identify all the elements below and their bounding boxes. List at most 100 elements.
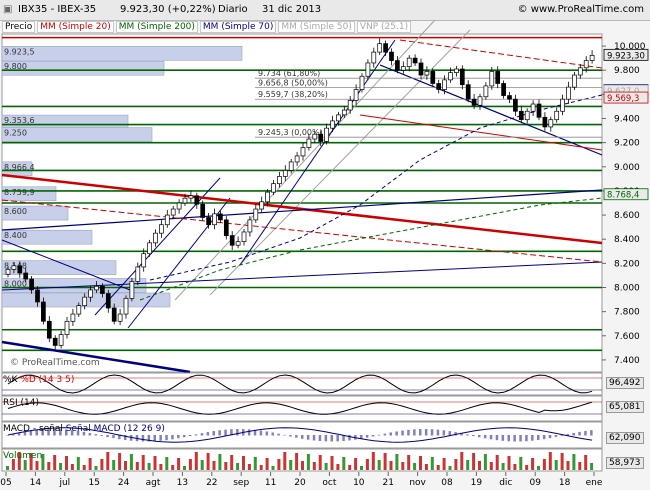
legend-price[interactable]: Precio [2,21,36,33]
volume-bar [259,465,263,470]
candle-body [436,83,442,90]
volume-bar [171,465,175,470]
volume-bar [507,456,511,470]
volume-bar [489,462,493,470]
volume-bar [141,455,145,470]
legend-sma-20[interactable]: MM (Simple 20) [37,21,114,33]
volume-bar [159,464,163,470]
candle-body [282,170,288,177]
macd-bar [188,435,192,436]
volume-bar [525,465,529,470]
candle-body [501,83,506,96]
volume-bar [430,457,434,470]
volume-bar [478,461,481,470]
macd-bar [413,429,416,436]
expand-icon[interactable]: ▣ [3,4,13,15]
volume-bar [365,459,369,470]
volume-bar [253,457,257,470]
y-tick-label: 9.800 [614,66,640,76]
legend-sma-70[interactable]: MM (Simple 70) [199,21,277,33]
fib-label: 9.245,3 (0,00%) [258,128,323,137]
volume-bar [560,453,564,470]
volume-bar [306,454,310,470]
candle-body [182,197,188,204]
volume-profile-label: 9.800 [4,62,27,71]
macd-bar [525,435,528,442]
macd-bar [165,435,168,441]
macd-bar [289,435,292,437]
candle-body [247,219,253,233]
volume-bar [11,459,15,470]
macd-bar [159,435,162,441]
y-tick-label: 7.600 [614,332,640,342]
y-tick-label: 10.000 [614,42,646,52]
candle-body [418,62,424,76]
volume-bar [584,455,588,470]
candle-body [259,201,265,210]
volume-bar [76,457,80,470]
volume-bar [424,464,428,470]
volume-bar [377,460,381,470]
macd-bar [265,431,269,436]
macd-value: 62,090 [606,432,644,444]
volume-bar [112,460,116,470]
macd-bar [336,435,339,442]
candle-body [176,202,182,210]
macd-bar [59,429,62,436]
candle-body [153,232,158,244]
volume-bar [17,452,21,470]
candle-body [513,98,518,112]
macd-bar [330,435,333,442]
macd-bar [183,435,186,438]
volume-bar [401,462,405,470]
macd-bar [454,432,457,436]
volume-bar [230,455,234,470]
x-tick-label: 13 [177,478,188,488]
candle-body [17,265,23,274]
volume-bar [124,461,127,470]
macd-bar [100,435,103,436]
macd-bar [590,430,593,436]
volume-bar [218,454,222,470]
macd-bar [342,435,345,442]
volume-bar [283,452,287,470]
candle-body [395,60,400,71]
macd-bar [253,429,257,436]
volume-bar [590,463,594,470]
candle-body [424,71,430,76]
candle-body [324,127,329,142]
x-tick-label: 15 [88,478,99,488]
candle-body [454,68,459,73]
candle-body [235,241,241,246]
legend-vnp[interactable]: VNP (25.1) [356,21,412,33]
y-tick-label: 9.400 [614,115,640,125]
candle-body [465,84,471,100]
macd-bar [365,435,369,438]
legend-sma-50[interactable]: MM (Simple 50) [278,21,355,33]
volume-bar [6,466,9,470]
volume-bar [242,456,245,470]
candle-body [23,272,29,280]
candle-body [318,133,324,142]
candle-body [589,55,595,61]
legend-sma-200[interactable]: MM (Simple 200) [115,21,198,33]
candle-body [194,195,200,205]
macd-bar [566,434,569,436]
x-tick-label: 05 [0,478,11,488]
volume-bar [53,455,57,470]
volume-profile-label: 9.353,6 [4,116,35,125]
volume-bar [224,462,228,470]
macd-bar [277,433,280,436]
macd-bar [542,435,546,440]
volume-profile-bar [1,205,69,221]
macd-bar [584,430,587,436]
stoch-value: 96,492 [606,377,644,389]
candle-body [448,72,453,81]
volume-bar [212,461,216,470]
macd-bar [472,435,475,437]
rsi-value: 65,081 [606,401,644,413]
y-tick-label: 8.400 [614,235,640,245]
volume-bar [342,457,346,470]
